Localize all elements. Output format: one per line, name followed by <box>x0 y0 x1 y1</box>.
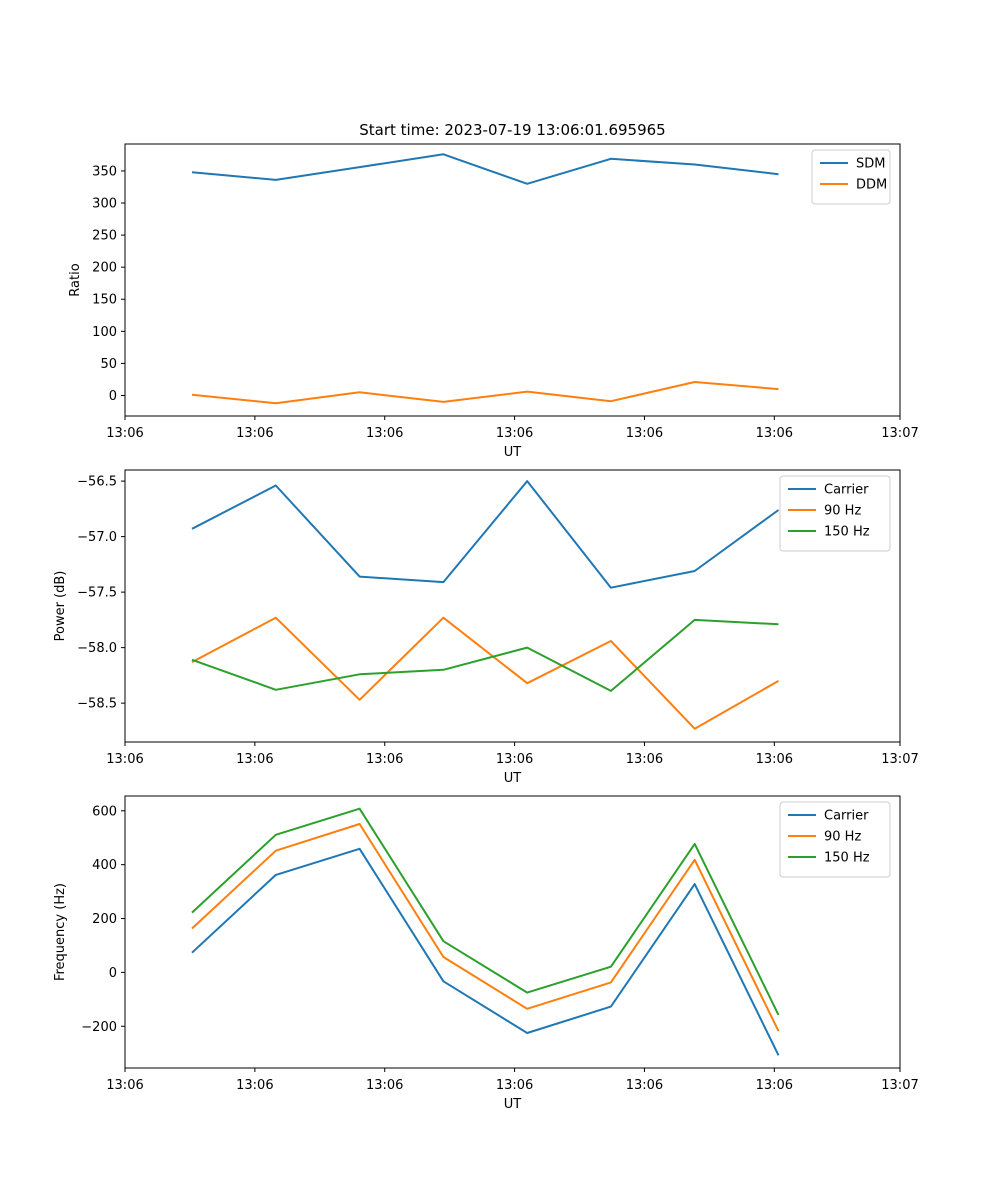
y-tick-label: 0 <box>109 966 117 981</box>
y-tick-label: 50 <box>100 357 117 372</box>
axes-frame <box>124 143 901 417</box>
legend-label-90-hz: 90 Hz <box>824 504 861 519</box>
y-tick-label: −56.5 <box>77 475 117 490</box>
x-axis-label: UT <box>504 771 522 786</box>
y-tick-label: 400 <box>92 858 117 873</box>
x-tick-label: 13:06 <box>756 426 793 441</box>
legend-label-ddm: DDM <box>856 178 887 193</box>
x-tick-label: 13:06 <box>496 426 533 441</box>
series-line-carrier <box>191 480 780 589</box>
y-tick-label: 200 <box>92 261 117 276</box>
legend: Carrier 90 Hz 150 Hz <box>779 801 891 878</box>
legend-label-carrier: Carrier <box>824 809 869 824</box>
series-line-90-hz <box>191 616 779 730</box>
y-tick-label: −57.5 <box>77 586 117 601</box>
subplot-ratio: 0 50 100 150 200 250 300 350 13:06 13:06 13:06 13:0… <box>68 121 919 460</box>
x-tick-label: 13:07 <box>881 426 918 441</box>
series-line-carrier <box>191 847 780 1056</box>
x-tick-label: 13:06 <box>496 1078 533 1093</box>
legend-label-150-hz: 150 Hz <box>824 525 870 540</box>
y-tick-label: 200 <box>92 912 117 927</box>
x-axis-label: UT <box>504 445 522 460</box>
legend-label-90-hz: 90 Hz <box>824 830 861 845</box>
x-tick-label: 13:06 <box>756 1078 793 1093</box>
x-tick-label: 13:06 <box>106 1078 143 1093</box>
y-tick-label: −58.0 <box>77 641 117 656</box>
x-axis-label: UT <box>504 1097 522 1112</box>
series-line-90-hz <box>191 823 780 1032</box>
legend-box <box>779 801 891 878</box>
y-tick-label: 350 <box>92 164 117 179</box>
y-tick-label: 100 <box>92 325 117 340</box>
series-line-ddm <box>191 381 779 405</box>
y-tick-label: 150 <box>92 293 117 308</box>
y-tick-label: −57.0 <box>77 530 117 545</box>
y-axis-label: Ratio <box>68 263 83 296</box>
x-tick-label: 13:06 <box>106 752 143 767</box>
x-tick-label: 13:06 <box>236 1078 273 1093</box>
y-tick-label: −200 <box>81 1020 117 1035</box>
subplot-frequency: −200 0 200 400 600 13:06 13:06 13:06 13:06 13:06 1… <box>53 795 919 1112</box>
x-tick-label: 13:06 <box>496 752 533 767</box>
legend-label-carrier: Carrier <box>824 483 869 498</box>
y-tick-label: 0 <box>109 389 117 404</box>
legend: Carrier 90 Hz 150 Hz <box>779 475 891 552</box>
y-tick-label: 250 <box>92 229 117 244</box>
x-tick-label: 13:06 <box>366 426 403 441</box>
chart-title: Start time: 2023-07-19 13:06:01.695965 <box>359 121 665 139</box>
x-tick-label: 13:06 <box>106 426 143 441</box>
x-tick-label: 13:06 <box>626 1078 663 1093</box>
series-line-sdm <box>191 153 779 185</box>
legend-label-150-hz: 150 Hz <box>824 851 870 866</box>
subplot-power: −56.5 −57.0 −57.5 −58.0 −58.5 13:06 13:06 13:06… <box>53 469 919 786</box>
x-tick-label: 13:07 <box>881 752 918 767</box>
x-tick-label: 13:06 <box>756 752 793 767</box>
series-line-150-hz <box>191 618 779 692</box>
x-tick-label: 13:06 <box>366 752 403 767</box>
x-tick-label: 13:06 <box>236 752 273 767</box>
x-tick-label: 13:06 <box>366 1078 403 1093</box>
x-tick-label: 13:06 <box>626 752 663 767</box>
x-tick-label: 13:07 <box>881 1078 918 1093</box>
legend-box <box>779 475 891 552</box>
series-line-150-hz <box>191 807 780 1016</box>
y-tick-label: −58.5 <box>77 697 117 712</box>
x-tick-label: 13:06 <box>626 426 663 441</box>
y-tick-label: 300 <box>92 197 117 212</box>
legend: SDM DDM <box>811 149 891 205</box>
axes-frame <box>124 469 901 743</box>
legend-label-sdm: SDM <box>856 157 885 172</box>
y-tick-label: 600 <box>92 804 117 819</box>
x-tick-label: 13:06 <box>236 426 273 441</box>
axes-frame <box>124 795 901 1069</box>
y-axis-label: Power (dB) <box>53 571 68 642</box>
y-axis-label: Frequency (Hz) <box>53 883 68 981</box>
